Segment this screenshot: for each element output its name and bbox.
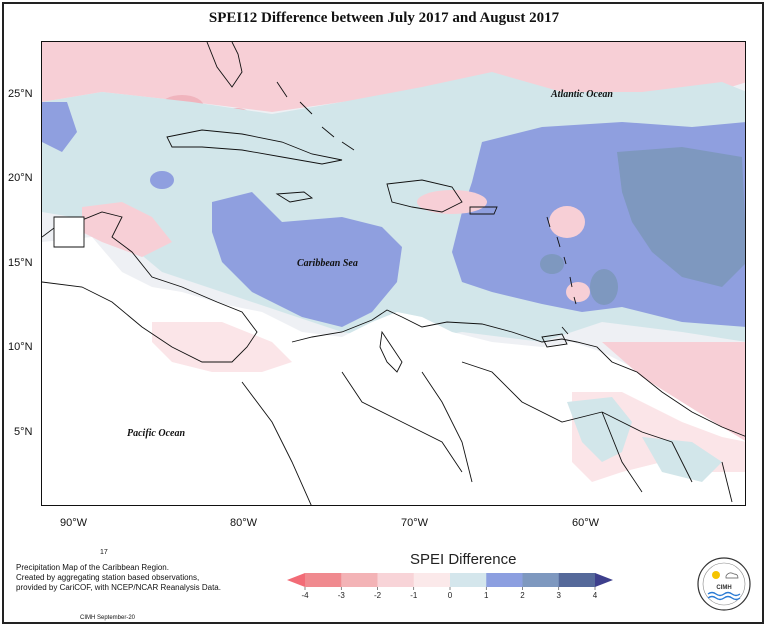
pacific-ocean-label: Pacific Ocean — [127, 428, 186, 439]
caribbean-sea-label: Caribbean Sea — [297, 258, 358, 269]
credit-footer: CIMH September-20 — [80, 615, 136, 621]
lat-label-5: 5°N — [14, 426, 33, 438]
coastline-lesser-antilles — [546, 216, 577, 335]
caribbean-blue-region — [212, 192, 402, 327]
lon-label-80: 80°W — [230, 517, 258, 529]
credit-line-3: provided by CariCOF, with NCEP/NCAR Rean… — [16, 583, 221, 592]
coastline-florida — [206, 42, 243, 88]
pink-region-central-america — [152, 322, 292, 372]
atlantic-ocean-label: Atlantic Ocean — [551, 89, 613, 100]
lat-label-25: 25°N — [8, 88, 33, 100]
lon-label-60: 60°W — [572, 517, 600, 529]
coastline-jamaica — [275, 191, 314, 203]
coastline-south-america — [291, 309, 745, 437]
lat-label-20: 20°N — [8, 172, 33, 184]
lon-label-90: 90°W — [60, 517, 88, 529]
blue-patch-cuba — [150, 171, 174, 189]
coastline-hispaniola — [386, 179, 463, 213]
wave-icon — [707, 591, 741, 597]
blue-region-west-edge — [42, 102, 77, 152]
slate-patch-east — [590, 269, 618, 305]
lat-label-10: 10°N — [8, 341, 33, 353]
lon-label-70: 70°W — [401, 517, 429, 529]
border-lines — [241, 361, 733, 505]
pink-region-southeast — [602, 342, 745, 441]
credit-line-2: Created by aggregating station based obs… — [16, 573, 200, 582]
pink-region-west — [82, 202, 172, 257]
coastline-lake-maracaibo — [379, 330, 403, 373]
slate-patch-islands — [540, 254, 564, 274]
coastlines — [42, 42, 745, 505]
coastline-cuba — [166, 129, 343, 165]
lat-label-15: 15°N — [8, 257, 33, 269]
coastline-puerto-rico — [469, 206, 498, 215]
atlantic-slate-region — [617, 147, 745, 287]
credit-line-1: Precipitation Map of the Caribbean Regio… — [16, 563, 169, 572]
land-south-america — [42, 237, 745, 505]
map-panel[interactable] — [41, 41, 746, 506]
sun-icon — [712, 571, 720, 579]
cyan-region-suriname — [642, 437, 722, 482]
coastline-trinidad — [541, 333, 568, 348]
land-mexico — [53, 216, 85, 248]
coastline-bahamas — [276, 81, 355, 151]
map-title: SPEI12 Difference between July 2017 and … — [208, 10, 560, 26]
page-number: 17 — [100, 549, 108, 556]
coastline-central-america — [42, 211, 258, 363]
cimh-logo: CIMH — [696, 556, 752, 612]
cloud-icon — [725, 572, 739, 579]
legend-title: SPEI Difference — [410, 551, 517, 568]
pink-patch-hispaniola — [417, 190, 487, 214]
pink-patch-antilles — [549, 206, 585, 238]
pink-patch-grenada — [566, 282, 590, 302]
logo-text: CIMH — [716, 585, 731, 591]
spei-map — [42, 42, 745, 505]
